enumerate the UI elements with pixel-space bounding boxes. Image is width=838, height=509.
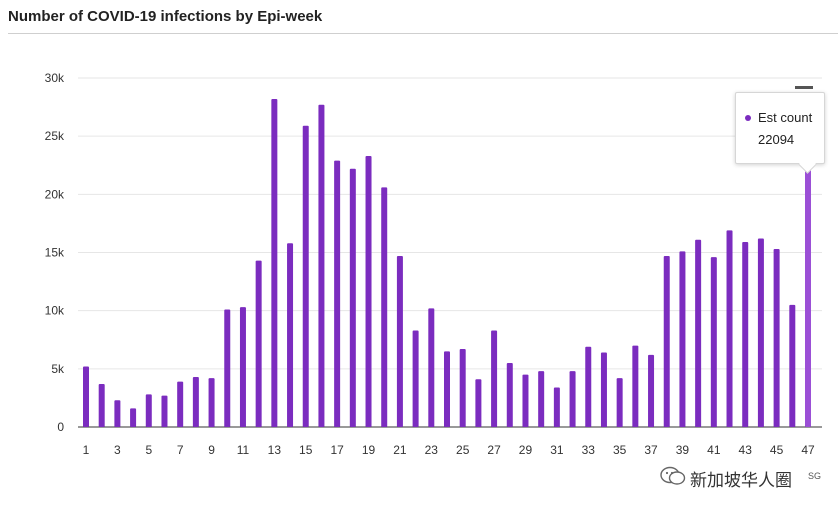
x-tick-label: 43 (739, 443, 753, 457)
y-tick-label: 0 (57, 420, 64, 434)
bar-week-46[interactable] (789, 304, 796, 427)
x-tick-label: 11 (237, 443, 250, 457)
grid-lines (78, 77, 822, 428)
bar-week-6[interactable] (161, 395, 168, 427)
x-tick-label: 37 (644, 443, 658, 457)
y-axis-ticks: 0 5k 10k 15k 20k 25k 30k (45, 71, 65, 434)
x-tick-label: 33 (582, 443, 596, 457)
y-tick-label: 10k (45, 304, 65, 318)
wechat-logo-icon (660, 466, 686, 485)
x-tick-label: 5 (145, 443, 152, 457)
bar-week-3[interactable] (114, 400, 121, 427)
y-tick-label: 20k (45, 187, 65, 201)
bar-week-43[interactable] (742, 242, 749, 427)
bar-week-16[interactable] (318, 104, 325, 428)
watermark-text: 新加坡华人圈 (690, 471, 792, 490)
y-tick-label: 15k (45, 246, 65, 260)
bar-week-45[interactable] (773, 249, 780, 427)
bar-week-21[interactable] (396, 255, 403, 427)
x-tick-label: 25 (456, 443, 470, 457)
y-tick-label: 5k (51, 362, 65, 376)
bar-week-15[interactable] (302, 125, 309, 428)
bar-week-38[interactable] (663, 255, 670, 427)
watermark: 新加坡华人圈 SG (660, 464, 830, 490)
bar-week-9[interactable] (208, 378, 215, 427)
bar-week-37[interactable] (648, 354, 655, 427)
bar-week-33[interactable] (585, 346, 592, 427)
bar-week-13[interactable] (271, 98, 278, 427)
bar-week-26[interactable] (475, 379, 482, 427)
x-tick-label: 15 (299, 443, 313, 457)
tooltip-label: Est count (758, 110, 813, 125)
y-tick-label: 25k (45, 129, 65, 143)
hamburger-menu-icon[interactable] (795, 86, 813, 89)
bar-week-36[interactable] (632, 345, 639, 427)
bar-week-42[interactable] (726, 230, 733, 427)
tooltip-series-dot (745, 115, 751, 121)
bar-week-20[interactable] (381, 187, 388, 427)
x-tick-label: 19 (362, 443, 376, 457)
bar-week-18[interactable] (349, 168, 356, 428)
bar-week-19[interactable] (365, 155, 372, 427)
bar-week-34[interactable] (600, 352, 607, 427)
bar-week-12[interactable] (255, 260, 262, 427)
y-tick-label: 30k (45, 71, 65, 85)
bar-week-11[interactable] (239, 307, 246, 427)
x-tick-label: 45 (770, 443, 784, 457)
bar-week-27[interactable] (491, 330, 498, 427)
bar-week-30[interactable] (538, 371, 545, 427)
bar-week-23[interactable] (428, 308, 435, 427)
x-tick-label: 17 (330, 443, 344, 457)
tooltip: Est count 22094 (735, 92, 825, 164)
bar-week-4[interactable] (130, 408, 137, 427)
x-tick-label: 29 (519, 443, 533, 457)
x-tick-label: 9 (208, 443, 215, 457)
x-tick-label: 23 (425, 443, 439, 457)
bar-week-24[interactable] (444, 351, 450, 427)
bar-week-10[interactable] (224, 309, 231, 427)
watermark-tail: SG (808, 471, 822, 481)
x-tick-label: 35 (613, 443, 627, 457)
bar-week-1[interactable] (83, 366, 89, 427)
x-tick-label: 1 (83, 443, 90, 457)
x-tick-label: 47 (801, 443, 815, 457)
chart-title: Number of COVID-19 infections by Epi-wee… (8, 8, 323, 25)
bar-week-44[interactable] (757, 238, 764, 427)
bar-week-5[interactable] (145, 394, 152, 427)
x-axis-ticks: 1 3 5 7 9 11 13 15 17 19 21 23 25 27 29 31 33 35 37 39 41 43 4… (83, 443, 815, 457)
x-tick-label: 41 (707, 443, 721, 457)
bar-week-25[interactable] (459, 349, 466, 427)
bar-week-14[interactable] (287, 243, 294, 427)
x-tick-label: 31 (550, 443, 564, 457)
x-tick-label: 39 (676, 443, 690, 457)
bar-week-40[interactable] (695, 239, 702, 427)
x-tick-label: 13 (268, 443, 282, 457)
bar-week-31[interactable] (553, 387, 560, 427)
bar-week-2[interactable] (98, 383, 105, 427)
bars (83, 98, 811, 428)
bar-week-7[interactable] (177, 381, 184, 427)
bar-week-47[interactable] (805, 169, 811, 427)
title-divider (8, 33, 838, 34)
bar-week-29[interactable] (522, 374, 529, 427)
tooltip-value: 22094 (758, 132, 795, 147)
bar-week-22[interactable] (412, 330, 419, 427)
x-tick-label: 27 (487, 443, 501, 457)
x-tick-label: 3 (114, 443, 121, 457)
bar-week-32[interactable] (569, 371, 576, 427)
bar-week-8[interactable] (192, 376, 199, 427)
bar-week-35[interactable] (616, 378, 623, 427)
bar-week-17[interactable] (334, 160, 341, 427)
x-tick-label: 21 (393, 443, 407, 457)
bar-week-39[interactable] (679, 251, 686, 427)
bar-week-28[interactable] (506, 363, 513, 427)
bar-week-41[interactable] (710, 257, 717, 427)
x-tick-label: 7 (177, 443, 184, 457)
